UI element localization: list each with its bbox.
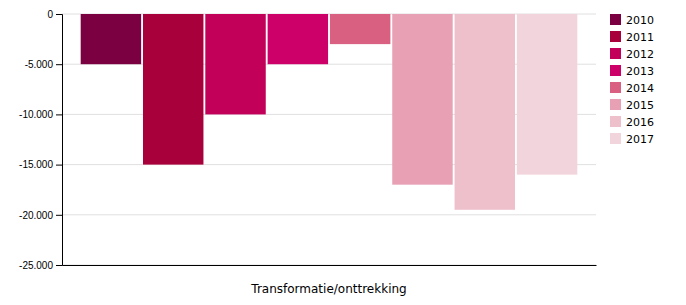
y-tick: 0 xyxy=(47,9,62,20)
y-tick-mark xyxy=(56,165,62,166)
legend-swatch xyxy=(610,65,621,76)
bar xyxy=(81,14,141,64)
x-axis xyxy=(63,265,597,266)
legend-label: 2016 xyxy=(626,116,654,129)
y-tick-mark xyxy=(56,114,62,115)
legend: 2010 2011 2012 2013 2014 2015 2016 2017 xyxy=(610,14,654,146)
legend-item: 2015 xyxy=(610,99,654,112)
legend-swatch xyxy=(610,31,621,42)
y-tick-label: -25.000 xyxy=(19,260,53,271)
legend-swatch xyxy=(610,14,621,25)
grid-line xyxy=(62,114,596,115)
x-axis-title: Transformatie/onttrekking xyxy=(250,282,406,296)
legend-item: 2014 xyxy=(610,82,654,95)
bar xyxy=(517,14,577,175)
bar xyxy=(268,14,328,64)
legend-label: 2010 xyxy=(626,14,654,27)
y-tick-label: -20.000 xyxy=(19,210,53,221)
y-axis-line xyxy=(56,15,63,266)
legend-item: 2017 xyxy=(610,133,654,146)
y-tick-mark xyxy=(56,14,62,15)
legend-swatch xyxy=(610,48,621,59)
legend-swatch xyxy=(610,82,621,93)
y-tick-label: -15.000 xyxy=(19,159,53,170)
y-tick: -15.000 xyxy=(19,159,62,170)
grid xyxy=(62,14,596,265)
grid-line xyxy=(62,14,596,15)
legend-label: 2013 xyxy=(626,65,654,78)
legend-swatch xyxy=(610,99,621,110)
chart: 0 -5.000 -10.000 -15.000 -20.000 -25.000 Trans… xyxy=(0,0,686,305)
y-tick: -5.000 xyxy=(25,59,62,70)
y-tick-mark xyxy=(56,215,62,216)
legend-label: 2015 xyxy=(626,99,654,112)
legend-label: 2012 xyxy=(626,48,654,61)
legend-label: 2014 xyxy=(626,82,654,95)
y-tick-label: 0 xyxy=(47,9,53,20)
y-tick-mark xyxy=(56,265,62,266)
legend-item: 2013 xyxy=(610,65,654,78)
y-tick: -25.000 xyxy=(19,260,62,271)
y-axis: 0 -5.000 -10.000 -15.000 -20.000 -25.000 xyxy=(19,9,62,271)
bars xyxy=(81,14,578,210)
legend-swatch xyxy=(610,116,621,127)
bar xyxy=(143,14,203,165)
x-axis-line xyxy=(63,265,597,266)
legend-label: 2011 xyxy=(626,31,654,44)
legend-item: 2011 xyxy=(610,31,654,44)
y-tick: -20.000 xyxy=(19,210,62,221)
grid-line xyxy=(62,164,596,165)
bar xyxy=(205,14,265,114)
bar xyxy=(455,14,515,210)
grid-line xyxy=(62,265,596,266)
legend-swatch xyxy=(610,133,621,144)
bar xyxy=(392,14,452,185)
grid-line xyxy=(62,64,596,65)
legend-item: 2012 xyxy=(610,48,654,61)
y-tick-label: -10.000 xyxy=(19,109,53,120)
y-tick-label: -5.000 xyxy=(25,59,54,70)
y-tick: -10.000 xyxy=(19,109,62,120)
legend-item: 2010 xyxy=(610,14,654,27)
grid-line xyxy=(62,214,596,215)
bar xyxy=(330,14,390,44)
legend-item: 2016 xyxy=(610,116,654,129)
legend-label: 2017 xyxy=(626,133,654,146)
y-tick-mark xyxy=(56,64,62,65)
plot: 0 -5.000 -10.000 -15.000 -20.000 -25.000 xyxy=(19,9,596,271)
